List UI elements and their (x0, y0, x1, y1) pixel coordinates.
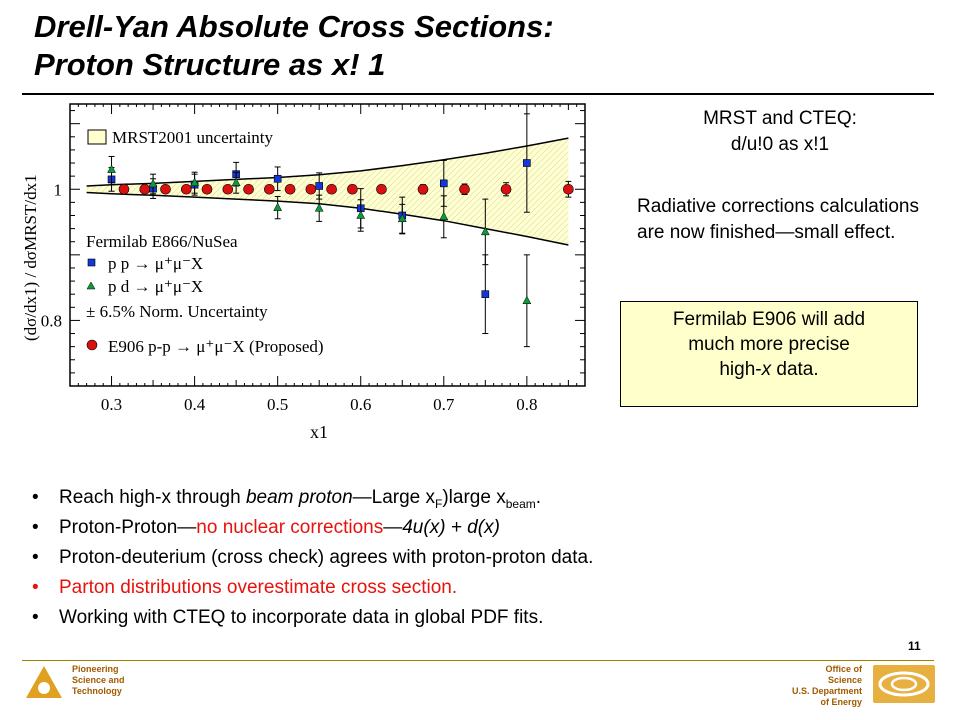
x-tick-label: 0.5 (267, 395, 288, 414)
footer-divider (22, 660, 934, 661)
bullet-1-mid: —Large x (352, 487, 436, 508)
radiative-corrections-note: Radiative corrections calculations are n… (637, 196, 919, 243)
x-axis-label: x1 (310, 422, 328, 442)
bullet-2: Proton-Proton—no nuclear corrections—4u(… (32, 513, 932, 543)
legend-e906-label: E906 p-p → μ⁺μ⁻X (Proposed) (108, 337, 324, 356)
x-tick-label: 0.8 (516, 395, 537, 414)
footer-right-line2: U.S. Department (791, 686, 862, 696)
legend-pd-marker (86, 281, 96, 290)
bullet-4: Parton distributions overestimate cross … (32, 573, 932, 603)
mrst-cteq-note: MRST and CTEQ: d/u!0 as x!1 (660, 106, 900, 158)
e906-projected-point (118, 183, 130, 195)
bullet-1-sub1: F (435, 496, 443, 511)
title-divider (22, 93, 934, 95)
legend-group-title: Fermilab E866/NuSea (86, 232, 238, 251)
page-number: 11 (908, 639, 921, 653)
footer-right-line3: of Energy (820, 697, 862, 707)
e906-projected-point (264, 183, 275, 195)
mrst-cteq-note-line1: MRST and CTEQ: (703, 108, 857, 129)
slide-title-line1: Drell-Yan Absolute Cross Sections: (34, 9, 554, 44)
y-axis-label: (dσ/dx1) / dσMRST/dx1 (21, 174, 40, 341)
e906-projected-point (563, 183, 574, 195)
footer-right-line1: Office of Science (825, 664, 862, 685)
e906-projected-point (180, 183, 192, 195)
footer-left-text: Pioneering Science and Technology (72, 664, 125, 697)
e906-projected-point (222, 183, 234, 195)
legend-e906-marker (86, 339, 98, 351)
footer-left-line3: Technology (72, 686, 122, 696)
pd-data-point (439, 211, 449, 221)
callout-line2: much more precise (688, 334, 850, 355)
e906-callout-box: Fermilab E906 will add much more precise… (620, 301, 918, 407)
e906-projected-point (500, 183, 512, 195)
legend-pp-marker (87, 258, 96, 267)
bullet-1-mid2: )large x (442, 487, 506, 508)
legend-norm-label: ± 6.5% Norm. Uncertainty (86, 302, 268, 321)
pd-data-point (397, 213, 407, 223)
pp-data-point (315, 182, 323, 190)
e906-projected-point (201, 183, 213, 195)
slide-title: Drell-Yan Absolute Cross Sections: Proto… (34, 8, 934, 84)
legend-pp-label: p p → μ⁺μ⁻X (108, 254, 203, 273)
callout-line3-em: x (761, 359, 772, 380)
legend-band-swatch (87, 129, 107, 145)
doe-office-of-science-logo-icon (873, 665, 935, 703)
e906-projected-point (139, 183, 151, 195)
bullet-2-post: — (383, 517, 403, 538)
bullet-2-pre: Proton-Proton— (59, 517, 197, 538)
bullet-1-pre: Reach high-x through (59, 487, 246, 508)
pd-data-point (231, 177, 241, 186)
legend-pd-label: p d → μ⁺μ⁻X (108, 277, 203, 296)
cross-section-ratio-plot: 0.3 0.4 0.5 0.6 0.7 0.8 0.8 1 MRST2001 uncertai… (21, 103, 586, 442)
y-tick-label: 0.8 (41, 311, 62, 330)
callout-line1: Fermilab E906 will add (672, 309, 866, 330)
mrst-cteq-note-line2: d/u!0 as x!1 (730, 134, 830, 155)
pp-data-point (273, 174, 282, 183)
pd-data-point (190, 177, 200, 186)
callout-line3-pre: high- (719, 359, 762, 380)
x-tick-label: 0.6 (350, 395, 371, 414)
e906-projected-point (417, 183, 429, 195)
bullet-list: Reach high-x through beam proton—Large x… (32, 483, 932, 633)
bullet-5: Working with CTEQ to incorporate data in… (32, 603, 932, 633)
x-tick-label: 0.7 (433, 395, 455, 414)
bullet-1: Reach high-x through beam proton—Large x… (32, 483, 932, 513)
fermilab-logo-icon (26, 666, 62, 698)
e906-projected-point (376, 183, 387, 195)
pd-data-point (273, 202, 283, 211)
pp-data-point (523, 159, 531, 167)
e906-projected-point (326, 183, 337, 195)
bullet-3: Proton-deuterium (cross check) agrees wi… (32, 543, 932, 573)
e906-projected-point (347, 183, 358, 195)
e906-projected-point (160, 183, 171, 195)
pp-data-point (439, 179, 448, 188)
bullet-2-red: no nuclear corrections (196, 517, 384, 538)
bullet-1-sub2: beam (505, 496, 536, 511)
e906-projected-point (243, 183, 254, 195)
slide-title-line2: Proton Structure as x! 1 (34, 47, 386, 82)
e906-projected-point (459, 183, 470, 195)
bullet-1-post: . (535, 487, 542, 508)
x-tick-label: 0.3 (101, 395, 122, 414)
pp-data-point (481, 290, 490, 298)
e906-projected-point (284, 183, 296, 195)
pd-data-point (107, 164, 116, 173)
bullet-1-em: beam proton (245, 487, 353, 508)
pd-data-point (480, 226, 490, 236)
e906-projected-point (305, 183, 317, 195)
plot-legend: MRST2001 uncertainty Fermilab E866/NuSea… (86, 128, 324, 356)
pd-data-point (522, 295, 532, 304)
pd-data-point (356, 210, 366, 219)
legend-band-label: MRST2001 uncertainty (112, 128, 274, 147)
callout-line3-post: data. (771, 359, 819, 380)
footer-left-line2: Science and (72, 675, 125, 685)
x-tick-label: 0.4 (184, 395, 206, 414)
footer-left-line1: Pioneering (72, 664, 119, 674)
y-tick-label: 1 (54, 180, 63, 199)
footer-right-text: Office of Science U.S. Department of Ene… (790, 664, 862, 708)
callout-line3: high-x data. (621, 357, 917, 382)
pd-data-point (314, 203, 324, 212)
bullet-2-em: 4u(x) + d(x) (402, 517, 500, 538)
pd-data-point (148, 178, 158, 188)
